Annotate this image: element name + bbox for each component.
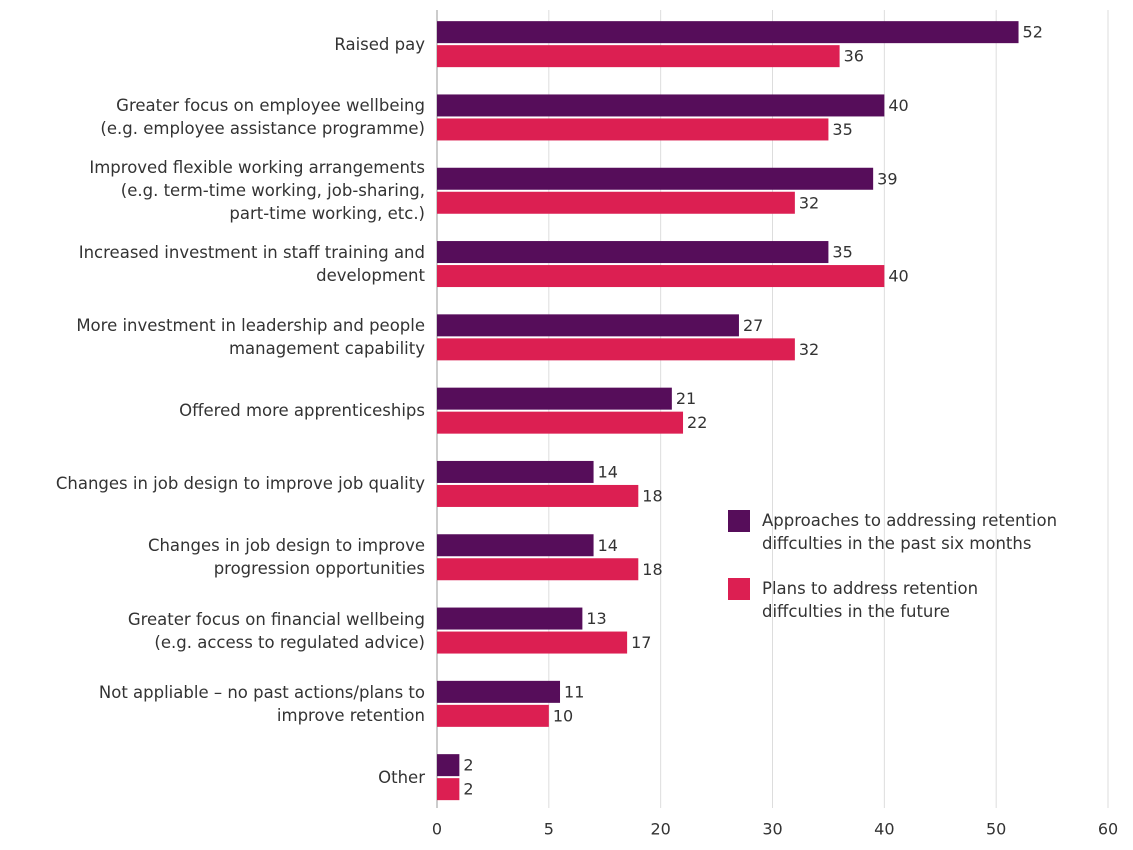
legend-swatch [728, 510, 750, 532]
value-label: 36 [844, 47, 864, 66]
x-tick-label: 20 [650, 820, 670, 839]
legend-label: Approaches to addressing retention diffc… [762, 511, 1058, 553]
value-label: 2 [463, 756, 473, 775]
value-label: 18 [642, 560, 662, 579]
value-label: 35 [832, 243, 852, 262]
category-label: Changes in job design to improve job qua… [55, 474, 425, 494]
category-label: Increased investment in staff training a… [78, 243, 425, 286]
category-label: Offered more apprenticeships [179, 401, 425, 421]
category-label: Greater focus on employee wellbeing (e.g… [100, 96, 425, 139]
value-label: 27 [743, 316, 763, 335]
value-label: 40 [888, 96, 908, 115]
bar [437, 460, 594, 483]
x-tick-label: 5 [544, 820, 554, 839]
value-label: 11 [564, 682, 584, 701]
value-label: 13 [586, 609, 606, 628]
category-label: Other [378, 767, 425, 787]
x-tick-label: 60 [1098, 820, 1118, 839]
category-label: Greater focus on financial wellbeing (e.… [127, 609, 425, 652]
value-label: 10 [553, 706, 573, 725]
x-tick-label: 30 [762, 820, 782, 839]
category-label: Raised pay [334, 34, 425, 54]
value-label: 40 [888, 267, 908, 286]
bar [437, 411, 684, 434]
value-label: 32 [799, 340, 819, 359]
bar [437, 45, 840, 68]
category-label: Changes in job design to improve progres… [147, 536, 425, 579]
bar [437, 387, 672, 410]
bar [437, 314, 739, 337]
category-label: Improved flexible working arrangements (… [89, 158, 425, 224]
value-label: 52 [1023, 23, 1043, 42]
bar [437, 191, 795, 214]
value-label: 17 [631, 633, 651, 652]
bar [437, 778, 460, 801]
bar [437, 338, 795, 361]
value-label: 39 [877, 169, 897, 188]
bar [437, 558, 639, 581]
value-label: 35 [832, 120, 852, 139]
value-label: 32 [799, 193, 819, 212]
value-label: 18 [642, 486, 662, 505]
bar [437, 167, 874, 190]
x-tick-label: 0 [432, 820, 442, 839]
x-tick-label: 40 [874, 820, 894, 839]
bar [437, 534, 594, 557]
bar [437, 241, 829, 264]
value-label: 14 [598, 462, 618, 481]
bar [437, 607, 583, 630]
bar [437, 680, 561, 703]
bar [437, 704, 549, 727]
value-label: 22 [687, 413, 707, 432]
bar [437, 631, 628, 654]
bar [437, 484, 639, 507]
category-label: More investment in leadership and people… [76, 316, 425, 359]
category-label: Not appliable – no past actions/plans to… [98, 682, 425, 725]
bar [437, 94, 885, 117]
bar [437, 118, 829, 141]
legend-label: Plans to address retention diffculties i… [762, 579, 979, 621]
value-label: 21 [676, 389, 696, 408]
legend-swatch [728, 578, 750, 600]
value-label: 14 [598, 536, 618, 555]
bar [437, 21, 1019, 44]
x-tick-label: 50 [986, 820, 1006, 839]
bar [437, 265, 885, 288]
bar [437, 754, 460, 777]
value-label: 2 [463, 780, 473, 799]
